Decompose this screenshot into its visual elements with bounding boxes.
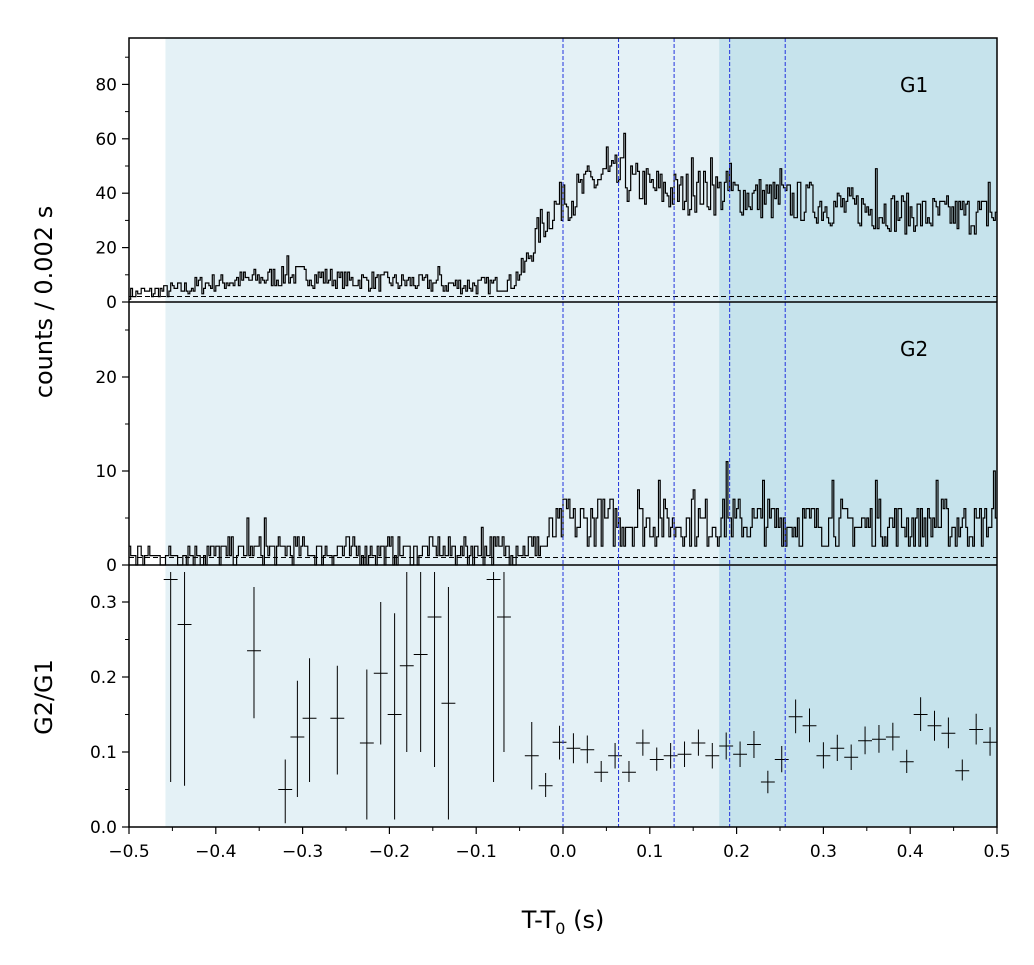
step-series-g2 xyxy=(129,461,997,566)
ratio-point-23 xyxy=(622,761,636,782)
ratio-point-33 xyxy=(760,770,775,794)
ratio-point-4 xyxy=(290,680,305,797)
y-tick-label: 60 xyxy=(95,130,117,150)
ratio-point-21 xyxy=(594,761,609,782)
x-tick-label: 0.4 xyxy=(897,842,924,862)
y-axis-title-counts: counts / 0.002 s xyxy=(30,206,58,398)
y-axis-title-ratio: G2/G1 xyxy=(30,659,58,735)
ratio-point-48 xyxy=(969,713,984,745)
ratio-point-29 xyxy=(705,743,720,769)
ratio-point-41 xyxy=(872,725,886,753)
ratio-point-25 xyxy=(649,747,664,771)
ratio-point-38 xyxy=(830,734,845,761)
ratio-point-15 xyxy=(497,572,511,752)
ratio-point-20 xyxy=(580,735,595,764)
x-tick-label: −0.5 xyxy=(108,842,149,862)
y-tick-label: 0.2 xyxy=(90,668,117,688)
ratio-point-36 xyxy=(802,708,817,743)
axes-layer: 0 20 40 60 80 0 10 20 0.0 0.1 0.2 0.3 −0.5 −0.4 −0.3 −0… xyxy=(90,37,1011,862)
y-tick-label: 80 xyxy=(95,75,117,95)
ratio-point-2 xyxy=(247,587,261,719)
ratio-point-12 xyxy=(427,572,442,767)
ratio-point-22 xyxy=(608,743,623,769)
ratio-point-31 xyxy=(733,741,748,767)
ratio-point-11 xyxy=(413,572,428,752)
ratio-point-6 xyxy=(330,665,345,775)
y-tick-label: 20 xyxy=(95,239,117,259)
y-tick-label: 10 xyxy=(95,462,117,482)
ratio-point-1 xyxy=(177,572,192,786)
ratio-point-40 xyxy=(858,726,873,755)
y-tick-label: 0.1 xyxy=(90,743,117,763)
ratio-point-8 xyxy=(373,602,388,745)
x-tick-label: 0.3 xyxy=(810,842,837,862)
ratio-point-18 xyxy=(552,725,567,760)
ratio-point-14 xyxy=(486,572,501,782)
ratio-point-9 xyxy=(387,613,402,820)
ratio-point-45 xyxy=(927,710,942,741)
ratio-point-3 xyxy=(278,759,293,824)
shaded-regions-layer xyxy=(165,38,997,827)
ratio-point-19 xyxy=(566,733,581,764)
ratio-point-28 xyxy=(691,729,706,756)
ratio-point-7 xyxy=(359,669,374,820)
ratio-point-39 xyxy=(844,744,859,770)
shaded-region-1 xyxy=(719,38,997,827)
x-tick-label: −0.2 xyxy=(369,842,410,862)
ratio-point-0 xyxy=(163,572,178,782)
ratio-point-16 xyxy=(524,722,539,790)
ratio-point-30 xyxy=(719,732,734,760)
vertical-markers-layer xyxy=(562,38,786,827)
ratio-point-37 xyxy=(816,742,831,769)
y-tick-label: 40 xyxy=(95,184,117,204)
x-tick-label: 0.0 xyxy=(549,842,576,862)
x-axis-title-main: T-T xyxy=(521,906,556,934)
x-axis-title-unit: (s) xyxy=(565,906,604,934)
y-tick-label: 0.0 xyxy=(90,818,117,838)
x-tick-label: 0.1 xyxy=(636,842,663,862)
x-tick-label: 0.5 xyxy=(983,842,1010,862)
ratio-point-27 xyxy=(677,741,692,767)
panel-label-g1: G1 xyxy=(900,73,928,97)
panel-label-g2: G2 xyxy=(900,337,928,361)
ratio-point-47 xyxy=(955,759,970,781)
x-tick-label: 0.2 xyxy=(723,842,750,862)
ratio-point-43 xyxy=(899,749,914,773)
ratio-point-24 xyxy=(635,729,650,756)
ratio-point-42 xyxy=(885,722,900,751)
y-tick-label: 0.3 xyxy=(90,593,117,613)
y-tick-label: 20 xyxy=(95,368,117,388)
step-series-g1 xyxy=(129,132,997,300)
x-tick-label: −0.4 xyxy=(195,842,236,862)
y-tick-label: 0 xyxy=(106,293,117,313)
ratio-point-44 xyxy=(913,697,928,731)
ratio-point-34 xyxy=(774,746,789,773)
ratio-point-17 xyxy=(538,773,553,797)
y-tick-label: 0 xyxy=(106,556,117,576)
ratio-point-5 xyxy=(302,658,317,782)
ratio-point-49 xyxy=(983,727,997,756)
ratio-point-13 xyxy=(441,587,456,820)
ratio-point-46 xyxy=(941,717,956,749)
x-axis-title-subscript: 0 xyxy=(555,919,565,938)
ratio-point-10 xyxy=(399,572,414,752)
x-tick-label: −0.1 xyxy=(456,842,497,862)
x-tick-label: −0.3 xyxy=(282,842,323,862)
ratio-point-26 xyxy=(663,743,678,769)
x-axis-title: T-T0 (s) xyxy=(521,906,605,938)
ratio-point-35 xyxy=(788,699,803,734)
ratio-point-32 xyxy=(747,731,761,758)
